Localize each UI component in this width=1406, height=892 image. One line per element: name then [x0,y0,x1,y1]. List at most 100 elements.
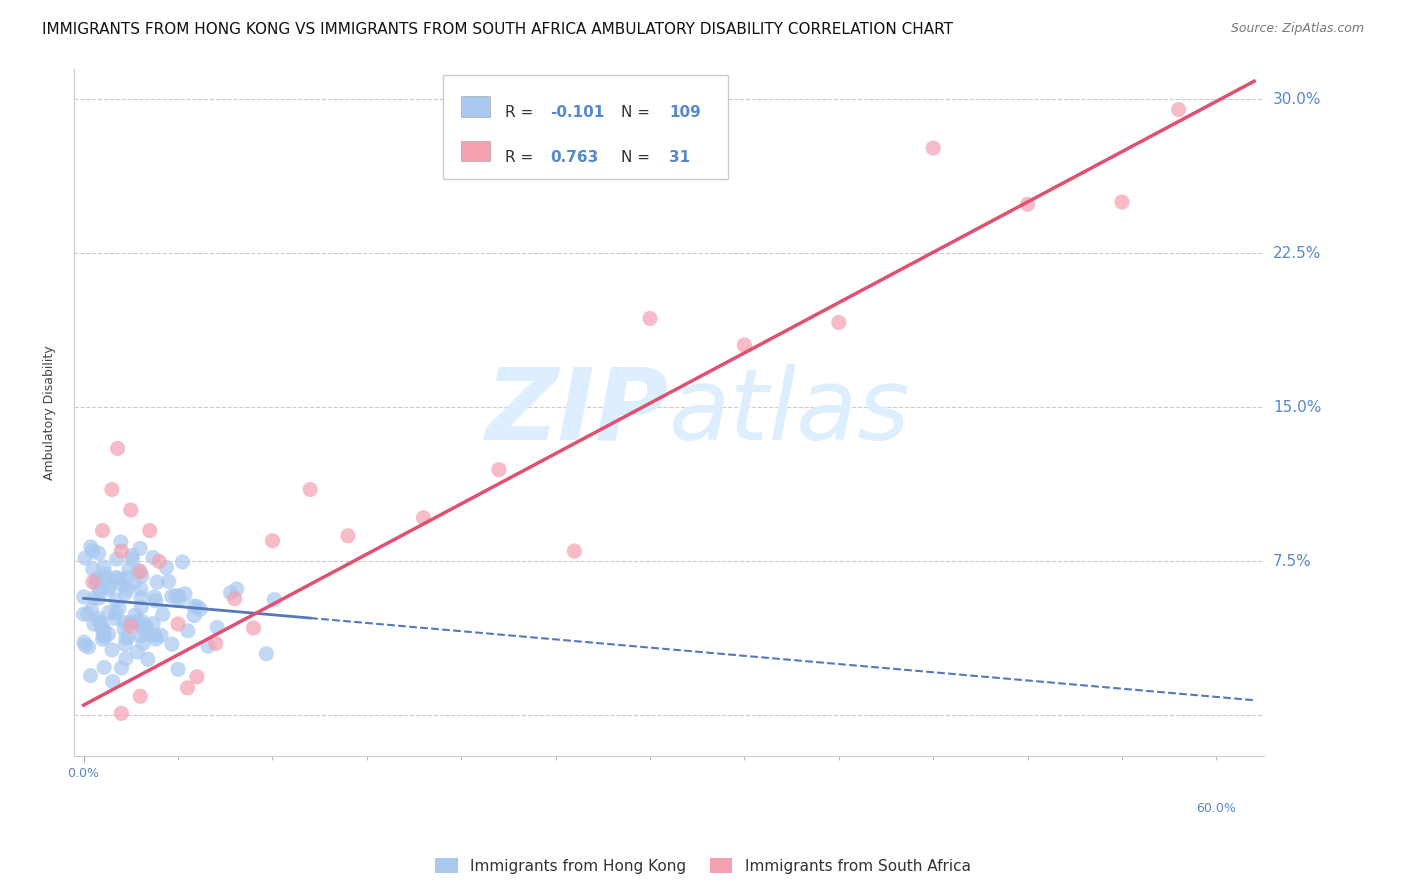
Text: N =: N = [621,150,655,165]
Text: 0.763: 0.763 [550,150,598,165]
Text: atlas: atlas [669,364,911,461]
Point [299,483,322,497]
Point [114,615,136,630]
Point [87,546,110,560]
Point [188,602,211,616]
Point [120,615,142,630]
Point [1111,194,1133,209]
Point [160,637,183,651]
FancyBboxPatch shape [443,76,728,178]
Point [110,535,132,549]
Text: 15.0%: 15.0% [1272,400,1322,415]
Point [169,593,191,607]
Point [177,624,200,638]
Point [82,574,104,589]
Point [122,615,145,630]
Point [167,662,190,676]
Text: N =: N = [621,105,655,120]
Point [219,586,242,600]
Point [91,632,114,647]
Point [124,607,146,622]
Point [136,626,159,640]
Point [98,605,121,619]
Point [89,584,111,599]
Text: IMMIGRANTS FROM HONG KONG VS IMMIGRANTS FROM SOUTH AFRICA AMBULATORY DISABILITY : IMMIGRANTS FROM HONG KONG VS IMMIGRANTS … [42,22,953,37]
Point [93,560,115,574]
Point [101,643,124,657]
Point [112,622,135,636]
Point [76,607,98,621]
Point [101,674,124,689]
Point [412,510,434,524]
Point [183,608,205,623]
Text: ZIP: ZIP [486,364,669,461]
Point [146,575,169,590]
Point [93,630,115,644]
Point [254,647,277,661]
Point [127,645,149,659]
Point [73,590,96,604]
Point [148,554,170,568]
Point [165,589,187,603]
Point [155,560,177,574]
Point [107,442,129,456]
Point [138,524,160,538]
Point [135,619,157,633]
Point [93,622,115,636]
Point [73,635,96,649]
Point [120,503,142,517]
Point [73,607,96,622]
Point [94,567,117,582]
Point [129,690,152,704]
Point [87,612,110,626]
Point [86,573,108,587]
Point [131,569,153,583]
Point [167,589,190,603]
Point [104,593,127,607]
Legend: Immigrants from Hong Kong, Immigrants from South Africa: Immigrants from Hong Kong, Immigrants fr… [429,852,977,880]
Point [152,607,174,622]
Point [1017,197,1039,211]
Point [73,638,96,652]
Point [82,562,104,576]
Point [197,640,219,654]
Point [110,706,132,721]
Point [176,681,198,695]
Text: Source: ZipAtlas.com: Source: ZipAtlas.com [1230,22,1364,36]
Point [87,591,110,605]
Point [105,571,128,585]
Text: 31: 31 [669,150,690,165]
Point [114,586,136,600]
Point [83,591,105,605]
Point [127,564,149,578]
Y-axis label: Ambulatory Disability: Ambulatory Disability [44,345,56,480]
Point [90,617,112,632]
Point [115,631,138,645]
Point [129,591,152,605]
Text: 30.0%: 30.0% [1272,92,1322,107]
Point [83,617,105,632]
Point [242,621,264,635]
Point [263,592,285,607]
Point [80,540,103,554]
Point [80,603,103,617]
FancyBboxPatch shape [461,141,491,161]
Point [129,582,152,597]
Point [89,615,111,630]
Point [121,552,143,566]
Point [564,544,586,558]
Point [114,651,136,665]
Point [225,582,247,596]
Point [828,316,851,330]
Point [97,580,120,594]
Point [136,652,159,666]
Point [129,629,152,643]
Point [224,591,246,606]
Point [101,483,124,497]
Point [183,599,205,613]
Point [121,549,143,563]
Point [91,622,114,636]
Point [160,590,183,604]
Point [75,551,97,566]
Text: 22.5%: 22.5% [1272,246,1322,260]
